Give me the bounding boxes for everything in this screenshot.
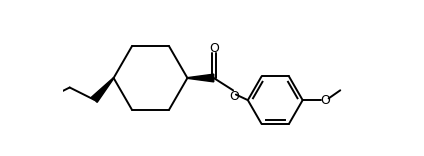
Polygon shape xyxy=(187,74,214,82)
Polygon shape xyxy=(92,78,114,102)
Text: O: O xyxy=(321,94,330,107)
Text: O: O xyxy=(209,42,219,55)
Text: O: O xyxy=(229,90,240,103)
